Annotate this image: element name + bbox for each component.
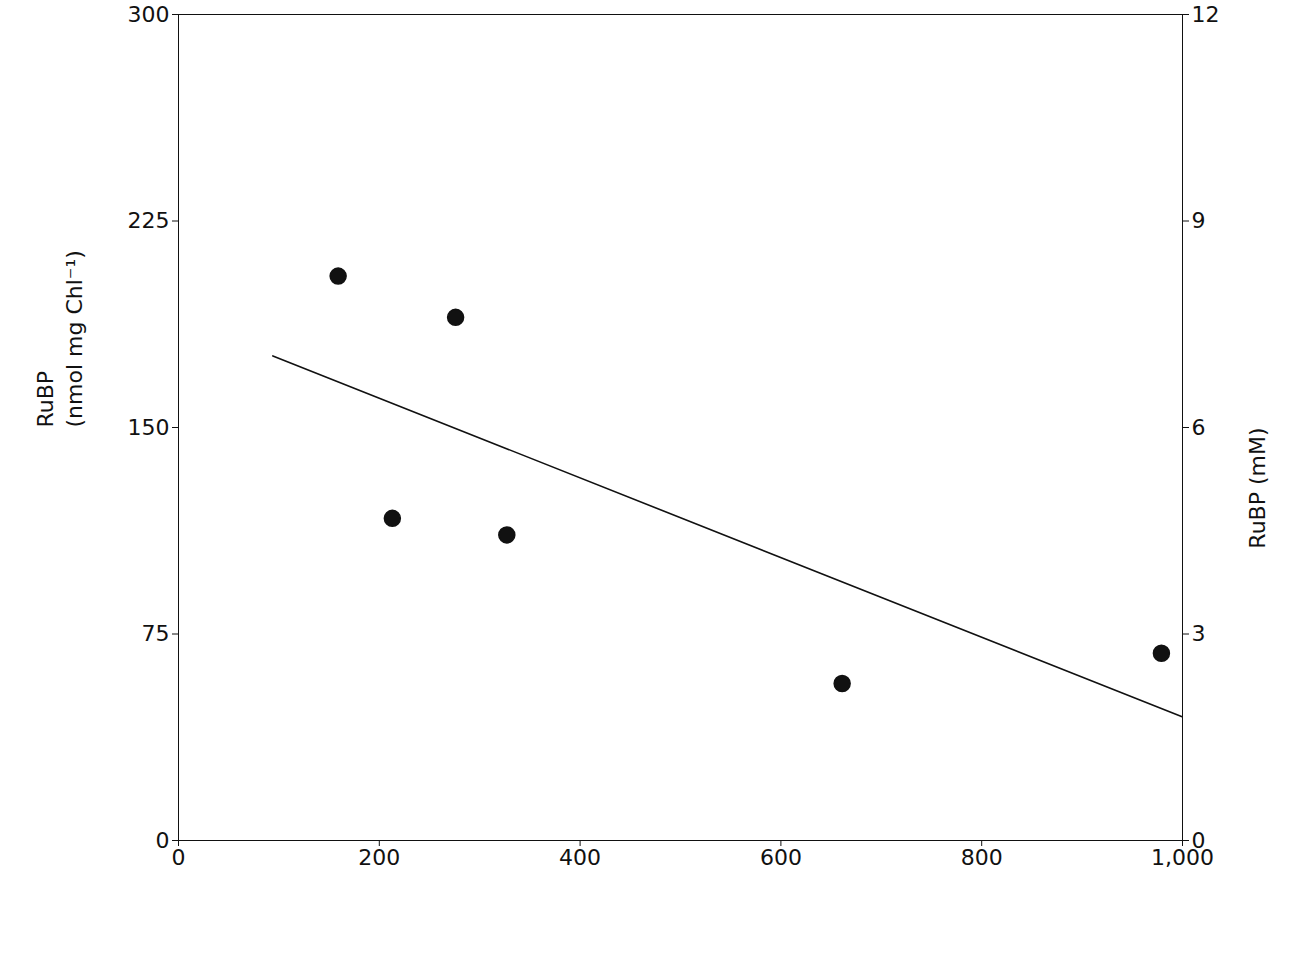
- svg-text:400: 400: [559, 845, 601, 870]
- svg-text:800: 800: [961, 845, 1003, 870]
- svg-text:0: 0: [1191, 827, 1206, 853]
- svg-text:12: 12: [1192, 2, 1220, 27]
- svg-text:9: 9: [1192, 208, 1206, 233]
- svg-text:0: 0: [156, 828, 170, 853]
- svg-text:RuBP (mM): RuBP (mM): [1245, 428, 1270, 549]
- svg-text:3: 3: [1192, 621, 1206, 646]
- svg-text:75: 75: [142, 621, 170, 646]
- svg-text:200: 200: [358, 845, 400, 870]
- svg-text:225: 225: [128, 208, 170, 233]
- svg-text:RuBP(nmol mg Chl⁻¹): RuBP(nmol mg Chl⁻¹): [33, 250, 87, 427]
- svg-text:1,000: 1,000: [1151, 845, 1214, 870]
- svg-text:0: 0: [172, 845, 186, 870]
- svg-text:150: 150: [128, 415, 170, 440]
- svg-text:600: 600: [760, 845, 802, 870]
- svg-text:6: 6: [1192, 415, 1206, 440]
- svg-text:300: 300: [128, 2, 170, 27]
